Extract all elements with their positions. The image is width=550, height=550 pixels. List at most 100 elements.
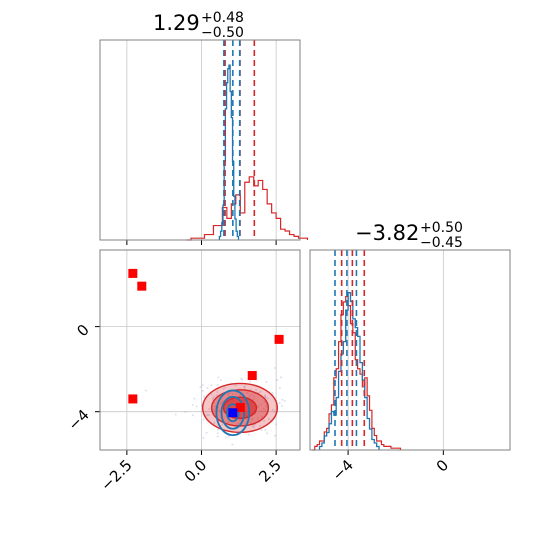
title-param1-minus: −0.50 — [201, 25, 244, 41]
sample-point — [221, 423, 224, 426]
sample-point — [227, 394, 230, 397]
histogram-series-a — [318, 292, 380, 450]
sample-point — [266, 432, 269, 435]
sample-point — [252, 426, 255, 429]
sample-point — [202, 418, 205, 421]
sample-point — [219, 402, 222, 405]
sample-point — [174, 413, 177, 416]
joint-panel — [95, 249, 315, 455]
sample-point — [246, 392, 249, 395]
sample-point — [261, 415, 264, 418]
sample-point — [210, 393, 213, 396]
param2-xtick-label: 0 — [433, 456, 452, 475]
sample-point — [234, 384, 237, 387]
sample-point — [226, 393, 229, 396]
joint-xtick-label: 0.0 — [181, 456, 211, 486]
red-square-marker — [235, 402, 245, 412]
sample-point — [252, 398, 255, 401]
sample-point — [212, 409, 215, 412]
histogram-series-b — [186, 176, 309, 241]
sample-point — [201, 389, 204, 392]
sample-point — [217, 376, 220, 379]
contour-series-a — [215, 389, 251, 437]
sample-point — [249, 421, 252, 424]
param2-xtick-label: −4 — [329, 456, 357, 484]
red-square-marker — [128, 268, 138, 278]
sample-point — [216, 432, 219, 435]
sample-point — [255, 388, 258, 391]
title-param2-plus: +0.50 — [420, 220, 463, 236]
title-param2-value: −3.82 — [355, 221, 419, 245]
title-param2-minus: −0.45 — [420, 235, 463, 251]
contour-series-a — [220, 395, 246, 430]
sample-point — [213, 422, 216, 425]
sample-point — [256, 406, 259, 409]
sample-point — [251, 425, 254, 428]
joint-ytick-label: −4 — [64, 406, 92, 434]
sample-point — [241, 378, 244, 381]
sample-point — [260, 429, 263, 432]
sample-point — [235, 392, 238, 395]
sample-point — [216, 383, 219, 386]
sample-point — [216, 390, 219, 393]
joint-ytick-label: 0 — [73, 321, 92, 340]
sample-point — [231, 392, 234, 395]
sample-point — [214, 405, 217, 408]
panel-frame — [99, 249, 301, 451]
sample-point — [240, 377, 243, 380]
sample-point — [216, 435, 219, 438]
contour-series-a — [225, 403, 240, 423]
sample-point — [211, 397, 214, 400]
sample-point — [239, 394, 242, 397]
sample-point — [264, 409, 267, 412]
sample-point — [243, 385, 246, 388]
sample-point — [231, 443, 234, 446]
joint-xtick-label: −2.5 — [97, 456, 135, 494]
sample-point — [228, 435, 231, 438]
sample-point — [206, 386, 209, 389]
sample-point — [224, 386, 227, 389]
sample-point — [250, 393, 253, 396]
title-param1-value: 1.29 — [153, 11, 200, 35]
sample-point — [265, 380, 268, 383]
sample-point — [259, 390, 262, 393]
sample-point — [251, 419, 254, 422]
title-param1-plus: +0.48 — [201, 10, 244, 26]
sample-point — [271, 391, 274, 394]
sample-point — [256, 417, 259, 420]
sample-point — [219, 379, 222, 382]
sample-point — [206, 413, 209, 416]
sample-point — [257, 405, 260, 408]
sample-point — [260, 403, 263, 406]
sample-point — [264, 428, 267, 431]
panel-frame — [99, 39, 301, 241]
histogram-series-a — [218, 64, 240, 240]
sample-point — [252, 395, 255, 398]
sample-point — [243, 386, 246, 389]
sample-point — [263, 400, 266, 403]
joint-plot-area — [100, 250, 315, 450]
joint-xtick-label: 2.5 — [255, 456, 285, 486]
sample-point — [264, 394, 267, 397]
sample-point — [221, 400, 224, 403]
sample-point — [184, 410, 187, 413]
sample-point — [264, 396, 267, 399]
sample-point — [210, 384, 213, 387]
sample-point — [191, 404, 194, 407]
sample-point — [144, 389, 147, 392]
sample-point — [264, 395, 267, 398]
sample-point — [263, 419, 266, 422]
sample-point — [238, 422, 241, 425]
red-square-marker — [128, 394, 138, 404]
sample-point — [213, 395, 216, 398]
sample-point — [313, 407, 315, 409]
panel-frame — [309, 249, 511, 451]
sample-point — [216, 428, 219, 431]
sample-point — [248, 395, 251, 398]
red-square-marker — [274, 334, 284, 344]
sample-point — [202, 437, 205, 440]
sample-point — [236, 422, 239, 425]
sample-point — [203, 395, 206, 398]
sample-point — [264, 403, 267, 406]
